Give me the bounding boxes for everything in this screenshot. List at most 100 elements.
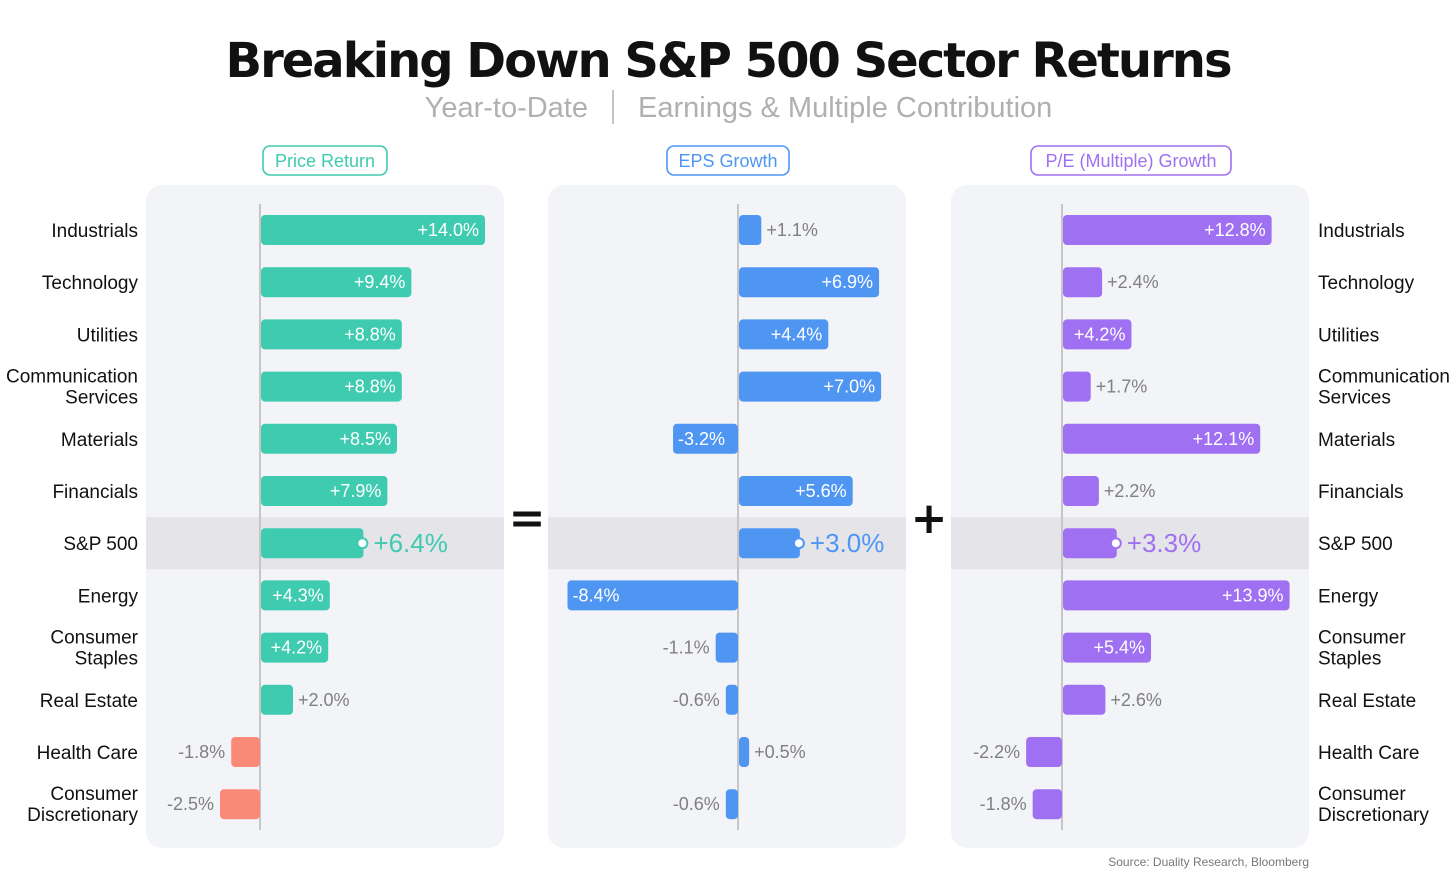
pe-growth-header-pill bbox=[1030, 145, 1232, 176]
pe-growth-bar bbox=[1026, 737, 1062, 767]
chart-subtitle-right: Earnings & Multiple Contribution bbox=[638, 92, 1052, 124]
category-label-right-line: Staples bbox=[1318, 649, 1381, 670]
category-label-left-line: Communication bbox=[6, 367, 138, 388]
eps-growth-marker bbox=[792, 537, 805, 550]
pe-growth-highlight-band bbox=[951, 517, 1309, 570]
category-label-left: Consumer Staples bbox=[50, 628, 138, 670]
pe-growth-bar bbox=[1063, 319, 1132, 350]
category-label-right: Communication Services bbox=[1318, 367, 1450, 409]
price-return-data-label: +2.0% bbox=[298, 690, 350, 710]
eps-growth-bar bbox=[725, 684, 738, 715]
plus-operator: + bbox=[911, 493, 948, 544]
eps-growth-data-label: +7.0% bbox=[824, 377, 876, 397]
eps-growth-bar bbox=[739, 215, 762, 245]
eps-growth-bar bbox=[739, 737, 750, 767]
pe-growth-data-label: +3.3% bbox=[1127, 528, 1201, 558]
price-return-data-label: +8.8% bbox=[344, 377, 396, 397]
price-return-bar bbox=[261, 319, 402, 350]
price-return-data-label: +8.5% bbox=[339, 429, 391, 449]
category-label-right: Health Care bbox=[1318, 743, 1419, 764]
category-label-left-line: Staples bbox=[75, 649, 138, 670]
pe-growth-panel-bg bbox=[951, 185, 1309, 848]
price-return-data-label: +4.3% bbox=[272, 585, 324, 605]
price-return-data-label: -2.5% bbox=[167, 794, 214, 814]
category-label-right-line: Consumer bbox=[1318, 784, 1406, 805]
category-label-left: Consumer Discretionary bbox=[27, 784, 139, 826]
eps-growth-bar bbox=[567, 580, 738, 611]
category-label-left-line: Discretionary bbox=[27, 805, 138, 826]
price-return-data-label: +7.9% bbox=[330, 481, 382, 501]
pe-growth-data-label: +2.4% bbox=[1107, 272, 1159, 292]
category-label-right: Materials bbox=[1318, 430, 1395, 451]
category-label-left-line: Consumer bbox=[50, 784, 138, 805]
price-return-bar bbox=[261, 684, 293, 715]
category-label-left: Real Estate bbox=[40, 691, 138, 712]
pe-growth-bar bbox=[1063, 267, 1103, 298]
price-return-header-pill bbox=[262, 145, 388, 176]
source-note: Source: Duality Research, Bloomberg bbox=[1108, 855, 1309, 869]
price-return-bar bbox=[231, 737, 260, 767]
category-label-left: Financials bbox=[52, 482, 138, 503]
category-label-right: Financials bbox=[1318, 482, 1404, 503]
price-return-data-label: +9.4% bbox=[354, 272, 406, 292]
category-label-right: Technology bbox=[1318, 273, 1415, 294]
category-label-left: Energy bbox=[78, 586, 139, 607]
price-return-bar bbox=[261, 528, 364, 559]
category-label-right: Utilities bbox=[1318, 325, 1379, 346]
category-label-right: Consumer Discretionary bbox=[1318, 784, 1429, 826]
price-return-bar bbox=[261, 476, 388, 506]
price-return-marker bbox=[356, 537, 369, 550]
price-return-data-label: -1.8% bbox=[178, 742, 225, 762]
eps-growth-data-label: -0.6% bbox=[673, 690, 720, 710]
eps-growth-data-label: +3.0% bbox=[810, 528, 884, 558]
eps-growth-highlight-band bbox=[548, 517, 906, 570]
price-return-data-label: +6.4% bbox=[373, 528, 447, 558]
pe-growth-data-label: +13.9% bbox=[1222, 585, 1284, 605]
eps-growth-bar bbox=[673, 423, 738, 454]
panels-layer: Price Return +14.0% +9.4% +8.8% +8.8% +8.5% +7… bbox=[6, 145, 1450, 848]
price-return-bar bbox=[261, 632, 329, 663]
category-label-right: Industrials bbox=[1318, 221, 1405, 242]
price-return-data-label: +8.8% bbox=[344, 324, 396, 344]
category-label-left: Materials bbox=[61, 430, 138, 451]
pe-growth-bar bbox=[1063, 580, 1290, 611]
price-return-panel-bg bbox=[146, 185, 504, 848]
pe-growth-bar bbox=[1063, 528, 1117, 559]
pe-growth-data-label: +2.2% bbox=[1104, 481, 1156, 501]
pe-growth-bar bbox=[1063, 684, 1106, 715]
pe-growth-bar bbox=[1063, 371, 1091, 402]
category-label-right-line: Consumer bbox=[1318, 628, 1406, 649]
eps-growth-panel-bg bbox=[548, 185, 906, 848]
price-return-bar bbox=[261, 423, 397, 454]
pe-growth-bar bbox=[1063, 423, 1261, 454]
eps-growth-bar bbox=[715, 632, 738, 663]
pe-growth-bar bbox=[1032, 789, 1062, 820]
eps-growth-data-label: +4.4% bbox=[771, 324, 823, 344]
eps-growth-panel: EPS Growth +1.1% +6.9% +4.4% +7.0% -3.2% +5.6%… bbox=[548, 145, 906, 848]
pe-growth-data-label: +5.4% bbox=[1093, 638, 1145, 658]
eps-growth-data-label: -0.6% bbox=[673, 794, 720, 814]
equals-operator: = bbox=[509, 493, 546, 544]
pe-growth-data-label: +4.2% bbox=[1074, 324, 1126, 344]
pe-growth-data-label: -1.8% bbox=[980, 794, 1027, 814]
category-label-right-line: Services bbox=[1318, 388, 1391, 409]
eps-growth-bar bbox=[739, 371, 882, 402]
category-label-left-line: Services bbox=[65, 388, 138, 409]
pe-growth-header: P/E (Multiple) Growth bbox=[1045, 151, 1216, 171]
eps-growth-bar bbox=[739, 528, 800, 559]
price-return-bar bbox=[261, 267, 412, 298]
eps-growth-data-label: +0.5% bbox=[754, 742, 806, 762]
pe-growth-bar bbox=[1063, 215, 1272, 245]
category-label-right: S&P 500 bbox=[1318, 534, 1393, 555]
price-return-data-label: +4.2% bbox=[271, 638, 323, 658]
eps-growth-header: EPS Growth bbox=[678, 151, 777, 171]
eps-growth-data-label: -8.4% bbox=[572, 585, 619, 605]
eps-growth-bar bbox=[739, 476, 853, 506]
price-return-bar bbox=[220, 789, 260, 820]
price-return-header: Price Return bbox=[275, 151, 375, 171]
category-label-right-line: Communication bbox=[1318, 367, 1450, 388]
category-label-right: Energy bbox=[1318, 586, 1379, 607]
price-return-panel: Price Return +14.0% +9.4% +8.8% +8.8% +8.5% +7… bbox=[146, 145, 504, 848]
category-label-left: Health Care bbox=[37, 743, 138, 764]
